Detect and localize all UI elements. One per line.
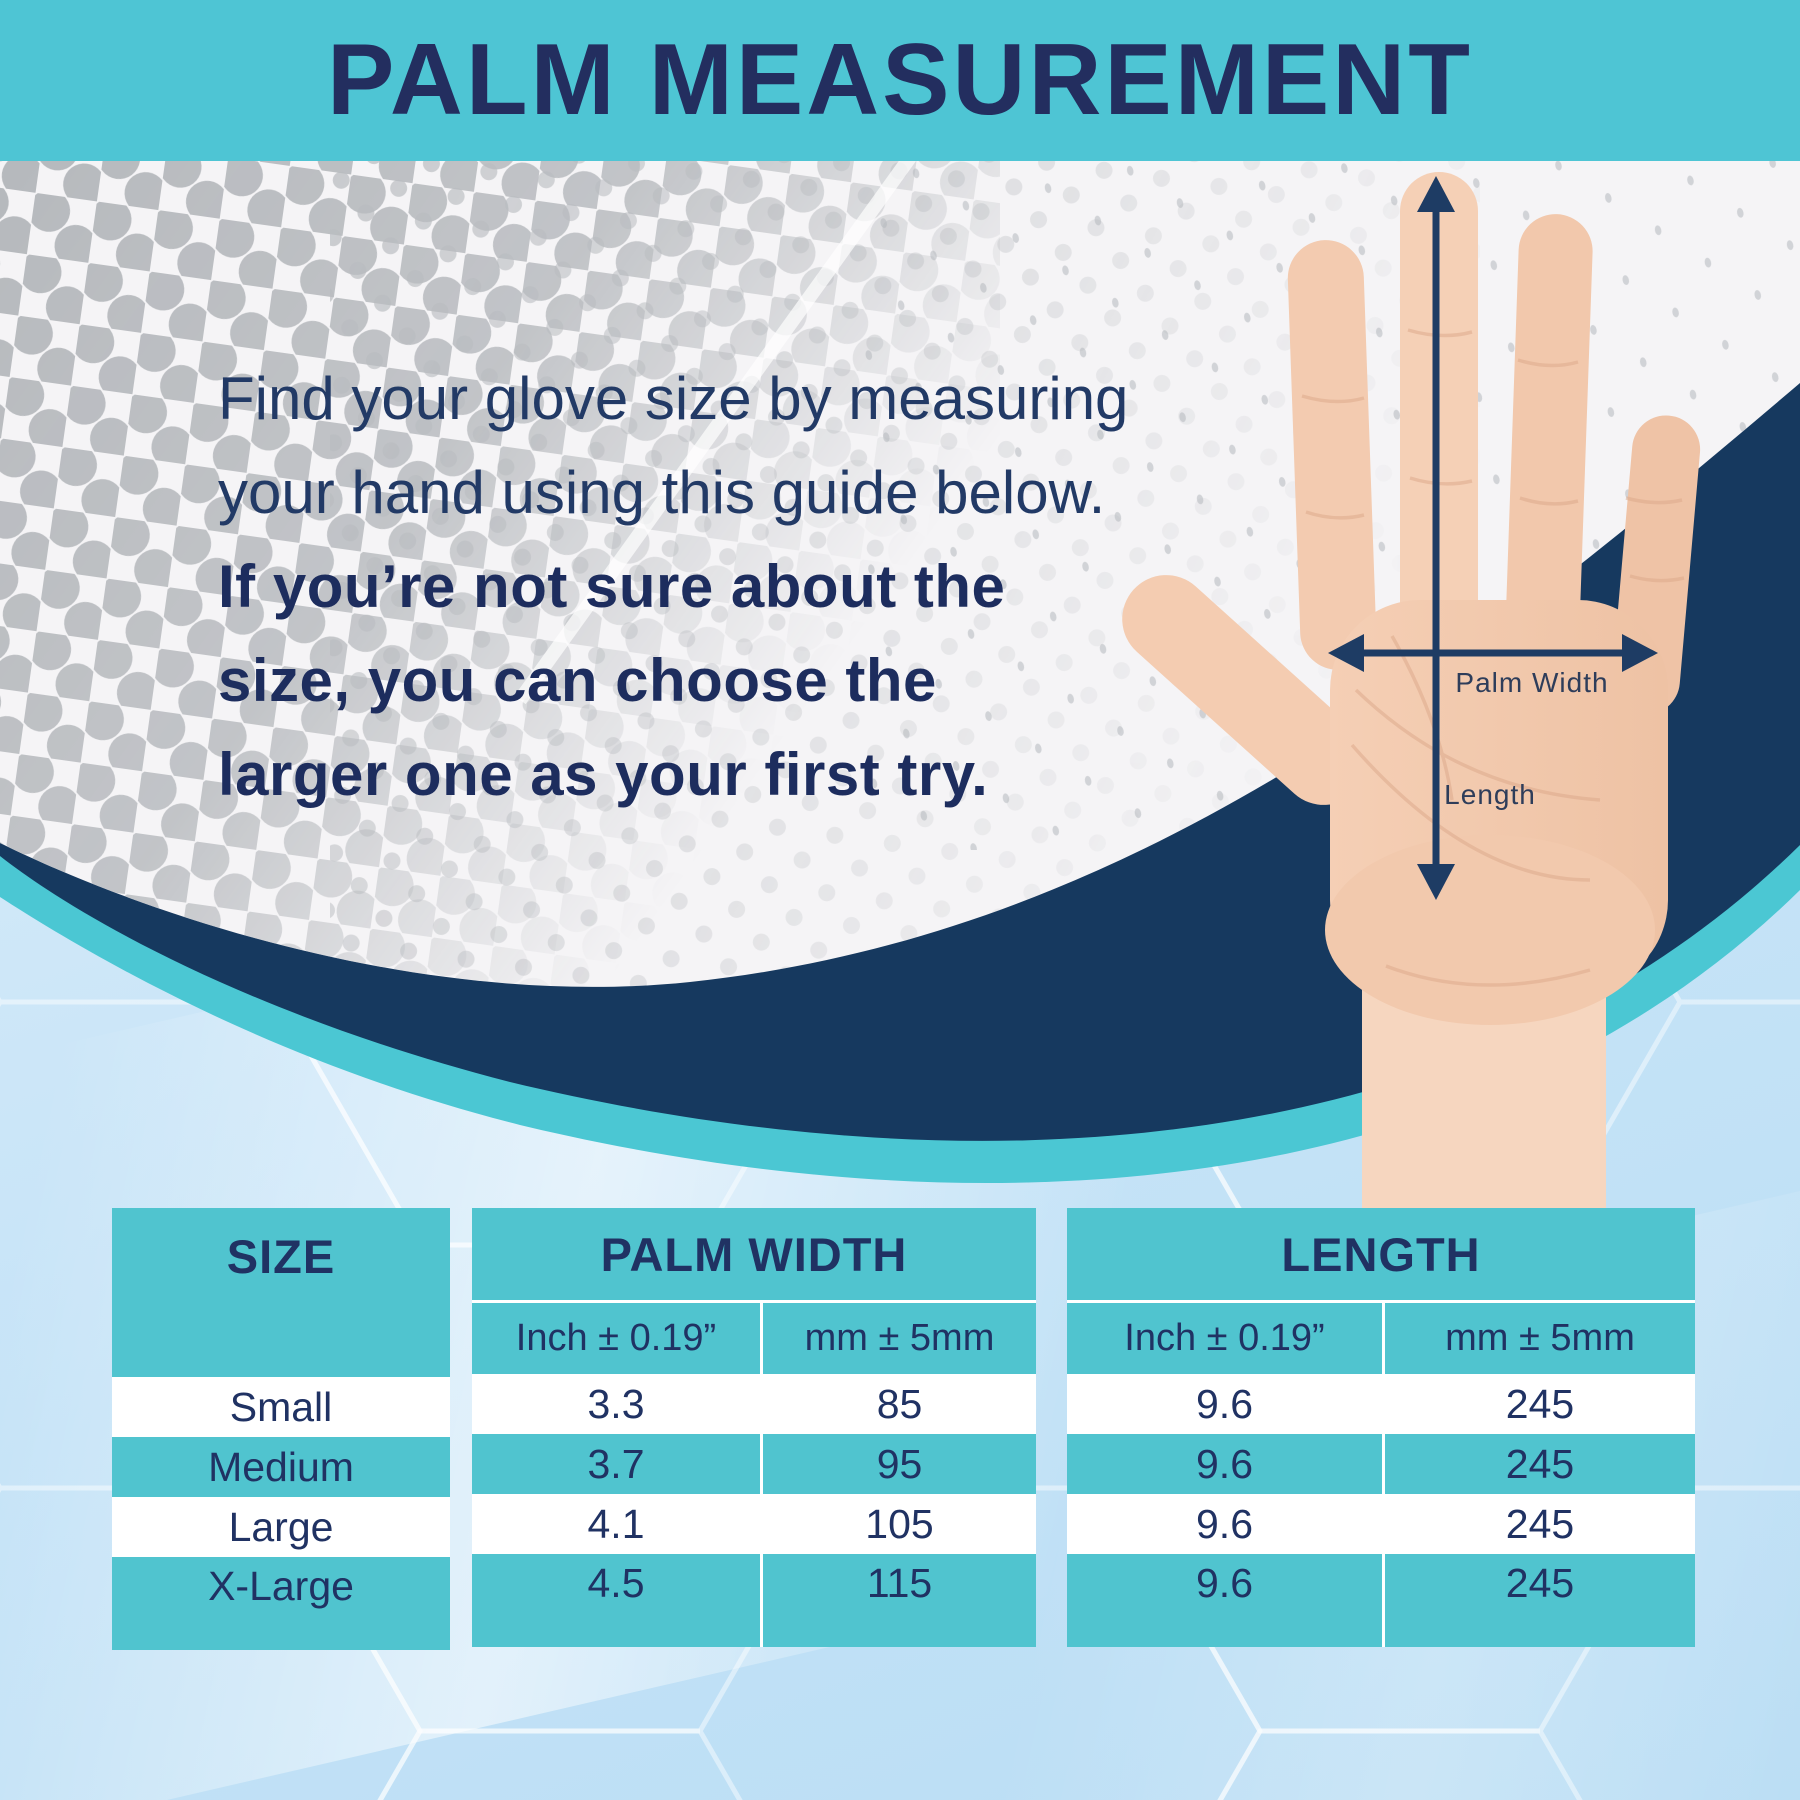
cell-palm-inch: 3.3 — [472, 1374, 760, 1434]
cell-size: X-Large — [208, 1563, 354, 1609]
table-row: 3.3 85 — [472, 1374, 1036, 1434]
subheader-row: Inch ± 0.19” mm ± 5mm — [472, 1303, 1036, 1374]
cell-length-mm: 245 — [1382, 1554, 1695, 1647]
table-row: Medium — [112, 1437, 450, 1497]
size-table: SIZE Small Medium Large X-Large — [112, 1208, 450, 1650]
index-finger — [1287, 240, 1377, 670]
palm-width-table: PALM WIDTH Inch ± 0.19” mm ± 5mm 3.3 85 … — [472, 1208, 1036, 1650]
thumb — [1122, 575, 1368, 805]
length-arrow-icon — [1417, 176, 1455, 900]
table-row: Large — [112, 1497, 450, 1557]
subheader-inch: Inch ± 0.19” — [472, 1303, 760, 1374]
length-table: LENGTH Inch ± 0.19” mm ± 5mm 9.6 245 9.6… — [1067, 1208, 1695, 1650]
cell-size: Small — [229, 1383, 333, 1430]
cell-length-mm: 245 — [1382, 1494, 1695, 1554]
cell-length-mm: 245 — [1382, 1434, 1695, 1494]
cell-size: Medium — [208, 1443, 354, 1490]
intro-line: your hand using this guide below. — [218, 459, 1106, 526]
ring-finger — [1505, 214, 1593, 666]
cell-palm-inch: 4.1 — [472, 1494, 760, 1554]
table-row: 4.1 105 — [472, 1494, 1036, 1554]
table-row: 9.6 245 — [1067, 1434, 1695, 1494]
palm-width-header: PALM WIDTH — [472, 1208, 1036, 1303]
intro-text: Find your glove size by measuring your h… — [218, 352, 1218, 822]
intro-line: larger one as your first try. — [218, 741, 989, 808]
table-row: X-Large — [112, 1557, 450, 1650]
diagonal-streak — [514, 55, 986, 705]
subheader-inch: Inch ± 0.19” — [1067, 1303, 1382, 1374]
intro-line: Find your glove size by measuring — [218, 365, 1129, 432]
cell-length-inch: 9.6 — [1067, 1374, 1382, 1434]
palm-width-label: Palm Width — [1455, 667, 1608, 698]
cell-palm-inch: 4.5 — [472, 1554, 760, 1647]
cell-palm-mm: 115 — [760, 1554, 1036, 1647]
cell-size: Large — [228, 1503, 334, 1550]
table-row: 4.5 115 — [472, 1554, 1036, 1647]
table-row: 9.6 245 — [1067, 1494, 1695, 1554]
table-row: 9.6 245 — [1067, 1374, 1695, 1434]
intro-line: If you’re not sure about the — [218, 553, 1006, 620]
palm-width-arrow-icon — [1328, 634, 1658, 672]
table-row: Small — [112, 1377, 450, 1437]
cell-palm-inch: 3.7 — [472, 1434, 760, 1494]
cell-palm-mm: 85 — [760, 1374, 1036, 1434]
cell-palm-mm: 105 — [760, 1494, 1036, 1554]
intro-line: size, you can choose the — [218, 647, 937, 714]
subheader-mm: mm ± 5mm — [760, 1303, 1036, 1374]
subheader-mm: mm ± 5mm — [1382, 1303, 1695, 1374]
hand-illustration — [1122, 172, 1701, 1340]
size-header: SIZE — [112, 1208, 450, 1377]
cell-length-inch: 9.6 — [1067, 1434, 1382, 1494]
cell-palm-mm: 95 — [760, 1434, 1036, 1494]
cell-length-inch: 9.6 — [1067, 1554, 1382, 1647]
cell-length-mm: 245 — [1382, 1374, 1695, 1434]
table-row: 9.6 245 — [1067, 1554, 1695, 1647]
length-header: LENGTH — [1067, 1208, 1695, 1303]
header-bar: PALM MEASUREMENT — [0, 0, 1800, 161]
subheader-row: Inch ± 0.19” mm ± 5mm — [1067, 1303, 1695, 1374]
table-row: 3.7 95 — [472, 1434, 1036, 1494]
palm-base — [1325, 835, 1655, 1025]
cell-length-inch: 9.6 — [1067, 1494, 1382, 1554]
page-title: PALM MEASUREMENT — [327, 24, 1473, 136]
length-label: Length — [1444, 779, 1536, 810]
